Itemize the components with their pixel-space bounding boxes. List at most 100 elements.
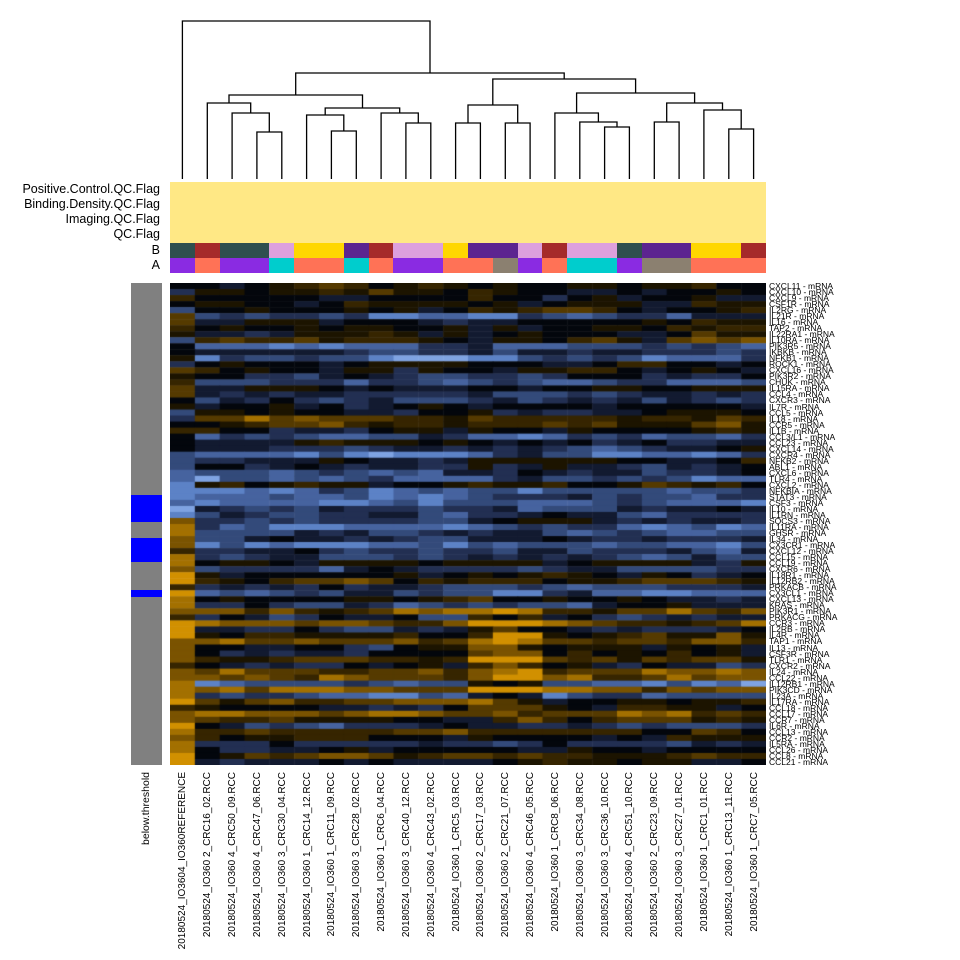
- row-label: IL4R - mRNA: [769, 630, 820, 641]
- qc-annotation-band: [170, 182, 766, 243]
- annotation-b-cell: [244, 243, 270, 258]
- qc-flag-row: [170, 182, 766, 198]
- heatmap-canvas: [170, 283, 766, 765]
- annotation-b-cell: [318, 243, 344, 258]
- annotation-b-cell: [492, 243, 518, 258]
- annotation-a-cell: [294, 258, 319, 273]
- annotation-a-cell: [592, 258, 617, 273]
- annotation-row-a: [170, 258, 766, 273]
- annotation-b-cell: [666, 243, 692, 258]
- row-label: NFKBIA - mRNA: [769, 485, 832, 496]
- row-label: PRKACG - mRNA: [769, 612, 838, 623]
- row-label: CXCL10 - mRNA: [769, 287, 834, 298]
- dendrogram-branches: [181, 20, 755, 179]
- annotation-a-cell: [368, 258, 394, 273]
- annotation-a-cell: [467, 258, 493, 273]
- row-label: TLR1 - mRNA: [769, 654, 823, 665]
- annotation-a-cell: [418, 258, 444, 273]
- annotation-b-cell: [368, 243, 394, 258]
- qc-flag-row: [170, 227, 766, 243]
- row-label: CCL21 - mRNA: [769, 756, 829, 767]
- row-label: IL1RN - mRNA: [769, 509, 826, 520]
- row-label: IL22RA1 - mRNA: [769, 329, 835, 340]
- row-label: CXCL16 - mRNA: [769, 365, 834, 376]
- row-label: CCR2 - mRNA: [769, 732, 825, 743]
- annotation-b-cell: [616, 243, 642, 258]
- row-label: CCL17 - mRNA: [769, 708, 829, 719]
- row-label: CCL18 - mRNA: [769, 702, 829, 713]
- annotation-a-cell: [219, 258, 245, 273]
- annotation-b-cell: [517, 243, 543, 258]
- annotation-b-label: B: [151, 243, 160, 257]
- row-label: CCL5 - mRNA: [769, 407, 824, 418]
- row-label: CCR5 - mRNA: [769, 419, 825, 430]
- annotation-b-cell: [170, 243, 195, 258]
- row-label: PRKACB - mRNA: [769, 582, 837, 593]
- qc-flag-row-label: QC.Flag: [113, 227, 160, 241]
- row-label: CXCR6 - mRNA: [769, 564, 831, 575]
- qc-flag-row: [170, 212, 766, 228]
- below-threshold-sidebar: [131, 283, 162, 765]
- row-label: IL2RG - mRNA: [769, 305, 827, 316]
- row-label: PIK3R2 - mRNA: [769, 371, 831, 382]
- row-label: CXCL13 - mRNA: [769, 594, 834, 605]
- row-label: CHUK - mRNA: [769, 377, 826, 388]
- row-label: IL1B - mRNA: [769, 425, 820, 436]
- annotation-a-cell: [244, 258, 270, 273]
- annotation-b-cell: [194, 243, 220, 258]
- annotation-a-cell: [567, 258, 593, 273]
- row-label: CSF3R - mRNA: [769, 648, 830, 659]
- row-label: IL18 - mRNA: [769, 413, 819, 424]
- annotation-a-cell: [517, 258, 543, 273]
- row-label: CXCL2 - mRNA: [769, 479, 829, 490]
- annotation-b-cell: [542, 243, 568, 258]
- annotation-b-cell: [443, 243, 468, 258]
- row-label: NFKB1 - mRNA: [769, 353, 829, 364]
- annotation-a-cell: [641, 258, 667, 273]
- row-label: CCL19 - mRNA: [769, 558, 829, 569]
- row-label: IL16 - mRNA: [769, 317, 819, 328]
- annotation-b-cell: [716, 243, 742, 258]
- annotation-a-cell: [343, 258, 369, 273]
- row-label: CCL23 - mRNA: [769, 437, 829, 448]
- row-label: IL13 - mRNA: [769, 642, 819, 653]
- annotation-a-cell: [443, 258, 468, 273]
- row-label: CXCR4 - mRNA: [769, 449, 831, 460]
- annotation-b-cell: [418, 243, 444, 258]
- qc-flag-row: [170, 197, 766, 213]
- annotation-b-cell: [641, 243, 667, 258]
- annotation-b-cell: [219, 243, 245, 258]
- row-label: CCL13 - mRNA: [769, 726, 829, 737]
- annotation-a-cell: [393, 258, 419, 273]
- row-label: CCL26 - mRNA: [769, 744, 829, 755]
- row-label: TAP1 - mRNA: [769, 636, 823, 647]
- annotation-b-cell: [393, 243, 419, 258]
- row-label: IL12RB2 - mRNA: [769, 576, 835, 587]
- annotation-a-cell: [194, 258, 220, 273]
- annotation-b-cell: [294, 243, 319, 258]
- annotation-a-cell: [741, 258, 766, 273]
- annotation-a-cell: [170, 258, 195, 273]
- row-label: PIK3R1 - mRNA: [769, 606, 831, 617]
- row-label: CXCR3 - mRNA: [769, 395, 831, 406]
- row-label: IL15RA - mRNA: [769, 383, 830, 394]
- row-label: IL34 - mRNA: [769, 534, 819, 545]
- row-label: IL12RB1 - mRNA: [769, 678, 835, 689]
- annotation-b-cell: [691, 243, 717, 258]
- row-label: IL23A - mRNA: [769, 690, 824, 701]
- row-label: CCR7 - mRNA: [769, 714, 825, 725]
- row-label: IL21R - mRNA: [769, 311, 825, 322]
- annotation-a-cell: [666, 258, 692, 273]
- annotation-a-cell: [318, 258, 344, 273]
- row-label: PIK3R5 - mRNA: [769, 341, 831, 352]
- annotation-a-cell: [542, 258, 568, 273]
- row-label: CCR3 - mRNA: [769, 618, 825, 629]
- row-label: CCL22 - mRNA: [769, 672, 829, 683]
- row-label: CCL4 - mRNA: [769, 389, 824, 400]
- annotation-b-cell: [567, 243, 593, 258]
- row-label: IL17RA - mRNA: [769, 696, 830, 707]
- annotation-row-b: [170, 243, 766, 258]
- row-label: CX3CR1 - mRNA: [769, 540, 836, 551]
